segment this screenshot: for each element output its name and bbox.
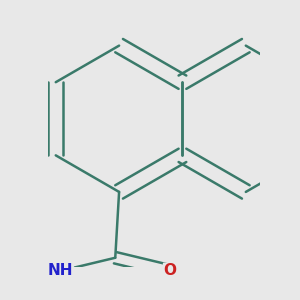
Text: O: O <box>164 263 177 278</box>
Text: NH: NH <box>48 263 73 278</box>
